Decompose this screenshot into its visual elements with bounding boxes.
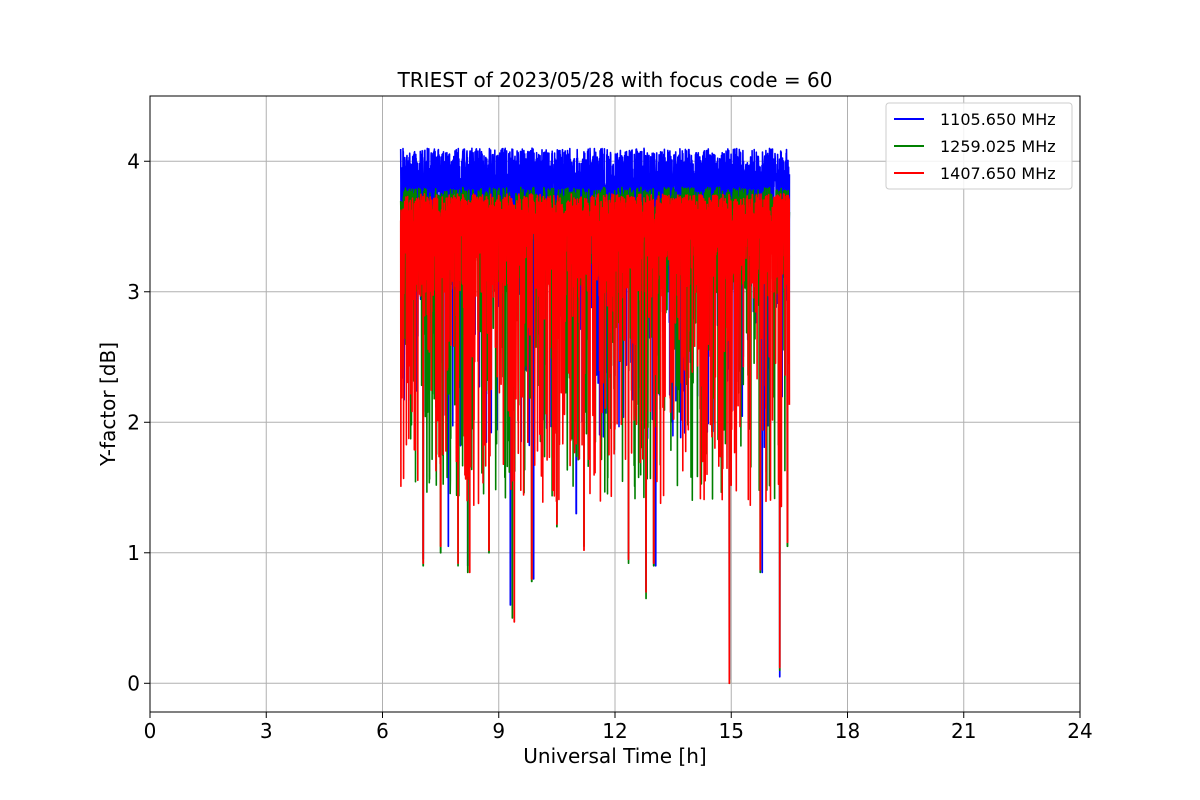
x-tick-label: 15 (719, 719, 744, 743)
x-axis-label: Universal Time [h] (523, 744, 706, 768)
x-tick-label: 24 (1067, 719, 1092, 743)
legend-label: 1259.025 MHz (940, 137, 1056, 156)
x-tick-label: 3 (260, 719, 273, 743)
chart-title: TRIEST of 2023/05/28 with focus code = 6… (397, 68, 833, 92)
x-tick-label: 9 (492, 719, 505, 743)
y-axis-label: Y-factor [dB] (96, 342, 120, 467)
legend-box (885, 102, 1073, 190)
y-tick-label: 2 (127, 410, 140, 434)
y-tick-label: 0 (127, 671, 140, 695)
y-tick-label: 4 (127, 149, 140, 173)
y-tick-label: 3 (127, 280, 140, 304)
x-tick-label: 21 (951, 719, 976, 743)
x-tick-label: 18 (835, 719, 860, 743)
x-tick-label: 6 (376, 719, 389, 743)
x-tick-label: 0 (144, 719, 157, 743)
series-layer (399, 147, 791, 685)
legend-label: 1407.650 MHz (940, 164, 1056, 183)
legend: 1105.650 MHz 1259.025 MHz 1407.650 MHz (885, 102, 1073, 190)
legend-label: 1105.650 MHz (940, 110, 1056, 129)
series-line (399, 193, 791, 685)
x-tick-label: 12 (602, 719, 627, 743)
y-tick-label: 1 (127, 541, 140, 565)
